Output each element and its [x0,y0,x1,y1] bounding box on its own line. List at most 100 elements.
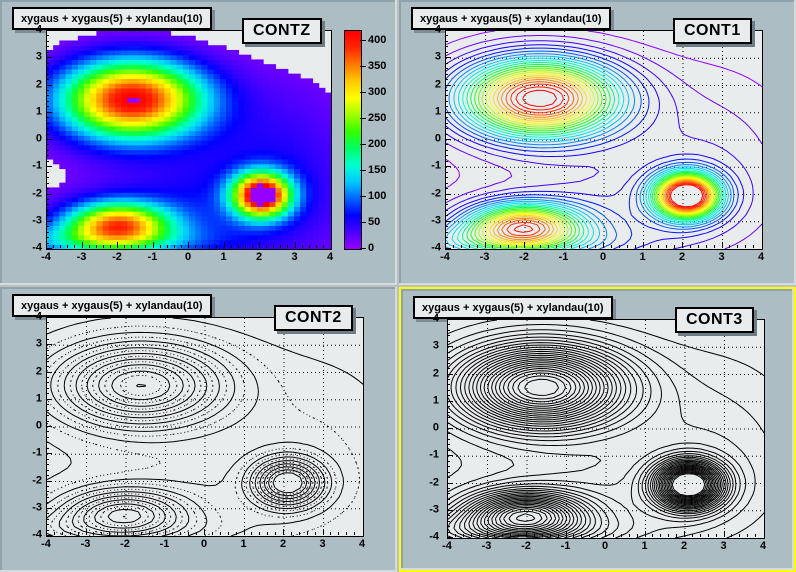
histogram-title-text: xygaus + xygaus(5) + xylandau(10) [21,299,203,312]
plot-pad-cont2[interactable]: xygaus + xygaus(5) + xylandau(10) CONT2 -4… [0,287,397,572]
palette-tick-label: 100 [368,190,387,203]
x-axis-tick-label: 0 [184,251,192,263]
x-axis-tick-label: 1 [641,540,648,552]
palette-tick [360,92,366,94]
y-axis-tick-label: 0 [432,421,439,434]
contour-lines [446,31,762,249]
pad-bevel [395,287,397,572]
pad-bevel [0,570,397,572]
x-axis-tick-label: -3 [479,251,490,263]
y-axis-tick-label: 1 [35,105,42,118]
palette-tick [360,118,366,120]
plot-frame[interactable] [46,30,332,250]
pad-bevel [401,568,794,570]
x-axis-tick-label: 2 [255,251,263,263]
plot-frame[interactable] [445,30,763,250]
y-axis-tick-label: 4 [35,310,42,323]
palette-tick-label: 150 [368,164,387,177]
palette-tick-label: 200 [368,138,387,151]
x-axis-tick-label: 1 [240,538,247,550]
x-axis-tick-label: 1 [220,251,227,263]
x-axis-tick-label: 3 [319,538,326,550]
draw-option-text: CONTZ [253,22,311,39]
x-axis-tick-label: 2 [680,540,688,552]
pad-bevel [401,289,403,570]
pad-bevel [0,287,397,289]
x-axis-tick-label: 4 [759,540,767,552]
pad-bevel [0,0,2,285]
palette-tick [360,248,366,249]
y-axis-tick-label: 1 [432,394,439,407]
pad-bevel [0,287,2,572]
x-axis-tick-label: 4 [326,251,334,263]
histogram-title: xygaus + xygaus(5) + xylandau(10) [12,294,212,317]
pad-bevel [399,283,796,285]
x-axis-tick-label: 2 [279,538,287,550]
y-axis-tick-label: 4 [432,312,439,325]
palette-tick-label: 350 [368,60,387,73]
palette-tick-label: 50 [368,216,381,229]
pad-bevel [399,0,796,2]
y-axis-tick-label: -2 [32,187,42,199]
x-axis-tick-label: 1 [639,251,646,263]
draw-option-text: CONT2 [285,309,342,326]
y-axis-tick-label: -2 [431,187,441,199]
y-axis-tick-label: 2 [434,78,441,90]
palette-tick [360,170,366,172]
contour-lines [47,318,363,536]
x-axis-tick-label: 3 [720,540,727,552]
x-axis-tick-label: -4 [41,251,51,263]
histogram-title: xygaus + xygaus(5) + xylandau(10) [12,7,212,30]
x-axis-tick-label: -4 [440,251,450,263]
plot-frame[interactable] [46,317,364,537]
x-axis-tick-label: 4 [757,251,765,263]
x-axis-tick-label: -3 [80,538,91,550]
x-axis-tick-label: -2 [120,538,130,550]
y-axis-tick-label: 3 [35,337,42,350]
y-axis-tick-label: 1 [434,105,441,118]
contour-lines [448,320,764,538]
histogram-title: xygaus + xygaus(5) + xylandau(10) [411,7,611,30]
y-axis-tick-label: -4 [32,241,42,254]
palette-gradient [345,31,361,249]
x-axis-tick-label: 3 [291,251,298,263]
y-axis-tick-label: 0 [35,132,42,145]
draw-option-label-cont3: CONT3 [675,307,754,333]
x-axis-tick-label: -4 [41,538,51,550]
y-axis-tick-label: 4 [35,23,42,36]
palette-tick-label: 400 [368,34,387,47]
y-axis-tick-label: -1 [32,446,42,459]
histogram-title-text: xygaus + xygaus(5) + xylandau(10) [21,12,203,25]
y-axis-tick-label: -1 [431,159,441,172]
y-axis-tick-label: 3 [35,50,42,63]
plot-pad-contz[interactable]: xygaus + xygaus(5) + xylandau(10) CONTZ -4… [0,0,397,285]
x-axis-tick-label: -3 [76,251,87,263]
y-axis-tick-label: -2 [429,476,439,488]
palette-tick [360,40,366,42]
draw-option-label-cont1: CONT1 [673,18,752,44]
y-axis-tick-label: -3 [32,501,42,514]
plot-pad-cont1[interactable]: xygaus + xygaus(5) + xylandau(10) CONT1 -4… [399,0,796,285]
x-axis-tick-label: -2 [521,540,531,552]
x-axis-tick-label: 0 [599,251,607,263]
y-axis-tick-label: -4 [431,241,441,254]
plot-pad-cont3[interactable]: xygaus + xygaus(5) + xylandau(10) CONT3 -4… [399,287,796,572]
x-axis-tick-label: 3 [718,251,725,263]
y-axis-tick-label: -4 [32,528,42,541]
draw-option-label-cont2: CONT2 [274,305,353,331]
pad-bevel [0,283,397,285]
y-axis-tick-label: 0 [35,419,42,432]
color-palette-bar[interactable] [344,30,362,250]
histogram-title-text: xygaus + xygaus(5) + xylandau(10) [420,12,602,25]
palette-tick-label: 250 [368,112,387,125]
x-axis-tick-label: -3 [481,540,492,552]
contour-fill [47,31,331,249]
y-axis-tick-label: -2 [32,474,42,486]
x-axis-tick-label: 0 [601,540,609,552]
y-axis-tick-label: 4 [434,23,441,36]
y-axis-tick-label: 2 [35,365,42,377]
x-axis-tick-label: 2 [678,251,686,263]
plot-frame[interactable] [447,319,765,539]
y-axis-tick-label: 3 [434,50,441,63]
